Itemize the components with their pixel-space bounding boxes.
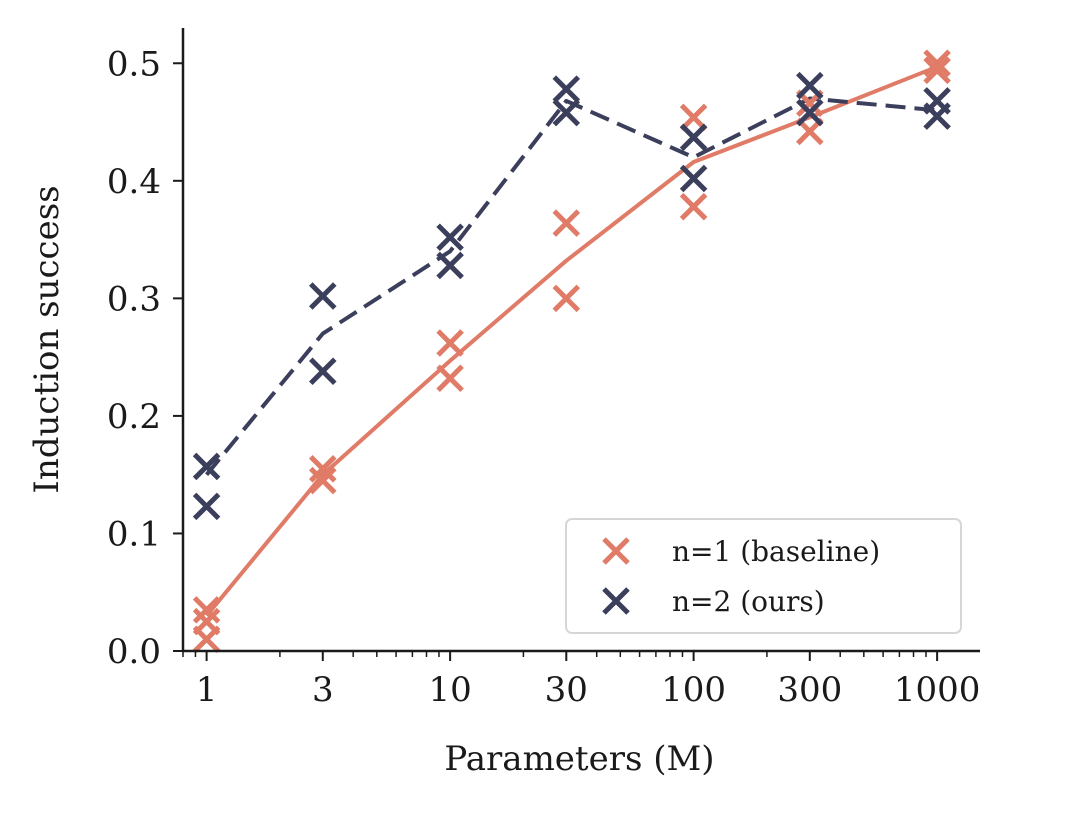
y-tick-label: 0.4 bbox=[107, 162, 161, 202]
legend-marker-ours bbox=[602, 587, 630, 615]
x-tick-label: 100 bbox=[661, 670, 726, 710]
data-point-baseline bbox=[309, 466, 337, 495]
data-point-ours bbox=[436, 251, 464, 280]
y-tick-label: 0.2 bbox=[107, 397, 161, 437]
series-line-baseline bbox=[205, 64, 938, 617]
x-tick-label: 30 bbox=[545, 670, 588, 710]
data-point-ours bbox=[923, 102, 951, 130]
y-tick-label: 0.3 bbox=[107, 279, 161, 319]
x-tick-label: 300 bbox=[777, 670, 842, 710]
data-point-baseline bbox=[192, 625, 221, 654]
data-point-baseline bbox=[679, 192, 708, 221]
data-point-baseline bbox=[679, 103, 708, 132]
data-point-baseline bbox=[923, 49, 951, 78]
series-line-ours bbox=[205, 96, 938, 476]
axes: Parameters (M) Induction success 0.0 0.1 0… bbox=[27, 28, 980, 779]
data-point-ours bbox=[679, 123, 708, 152]
data-point-ours bbox=[192, 452, 221, 481]
x-tick-label: 1000 bbox=[894, 670, 981, 710]
y-axis-label: Induction success bbox=[27, 185, 67, 493]
legend: n=1 (baseline) n=2 (ours) bbox=[565, 518, 962, 634]
legend-label-ours: n=2 (ours) bbox=[672, 585, 825, 618]
legend-label-baseline: n=1 (baseline) bbox=[672, 535, 880, 568]
data-point-baseline bbox=[436, 329, 464, 357]
data-point-ours bbox=[436, 223, 464, 252]
data-point-ours bbox=[552, 75, 581, 103]
legend-box bbox=[565, 518, 962, 634]
y-tick-label: 0.5 bbox=[107, 44, 161, 84]
data-point-ours bbox=[192, 492, 221, 521]
plot-area bbox=[192, 49, 951, 654]
data-point-ours bbox=[679, 164, 708, 193]
x-tick-label: 3 bbox=[312, 670, 334, 710]
legend-marker-baseline bbox=[602, 537, 630, 565]
data-point-ours bbox=[552, 98, 581, 127]
data-point-baseline bbox=[309, 455, 337, 483]
data-point-ours bbox=[309, 357, 337, 386]
y-tick-label: 0.1 bbox=[107, 514, 161, 554]
data-point-ours bbox=[796, 71, 824, 100]
data-point-ours bbox=[796, 98, 824, 127]
y-tick-label: 0.0 bbox=[107, 632, 161, 672]
x-tick-label: 1 bbox=[196, 670, 218, 710]
data-point-baseline bbox=[192, 596, 221, 624]
data-point-baseline bbox=[552, 209, 581, 237]
x-axis-label: Parameters (M) bbox=[444, 739, 714, 779]
data-point-ours bbox=[309, 282, 337, 310]
data-point-baseline bbox=[923, 56, 951, 85]
data-point-baseline bbox=[436, 364, 464, 393]
x-tick-label: 10 bbox=[428, 670, 471, 710]
data-point-baseline bbox=[552, 284, 581, 313]
